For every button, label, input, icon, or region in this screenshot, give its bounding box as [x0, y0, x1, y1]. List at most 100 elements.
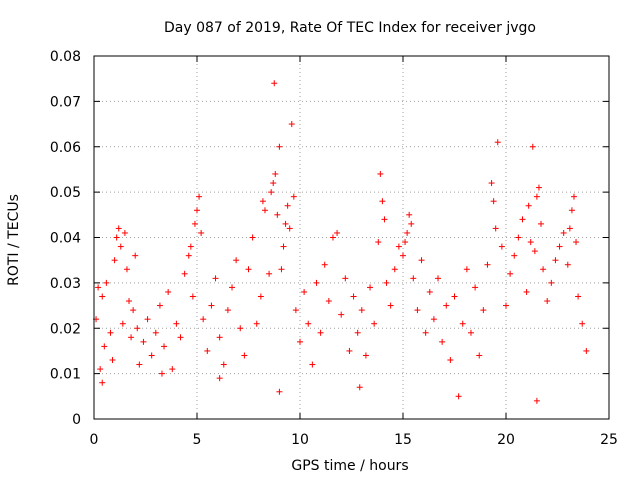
data-point: [111, 257, 118, 264]
data-point: [220, 361, 227, 368]
data-point: [204, 347, 211, 354]
data-point: [276, 143, 283, 150]
data-point: [103, 279, 110, 286]
data-point: [523, 288, 530, 295]
y-axis-title: ROTI / TECUs: [6, 194, 22, 286]
data-point: [284, 202, 291, 209]
data-point: [301, 288, 308, 295]
y-tick-label: 0.04: [50, 231, 81, 247]
data-point: [152, 329, 159, 336]
data-point: [383, 279, 390, 286]
data-point: [121, 229, 128, 236]
data-point: [414, 307, 421, 314]
data-point: [404, 229, 411, 236]
data-point: [575, 293, 582, 300]
plot-frame: [93, 55, 610, 420]
data-point: [292, 307, 299, 314]
y-tick-label: 0.05: [50, 185, 81, 201]
data-point: [132, 252, 139, 259]
x-tick-label: 25: [600, 432, 618, 448]
data-point: [525, 202, 532, 209]
data-point: [130, 307, 137, 314]
data-point: [278, 266, 285, 273]
data-point: [410, 275, 417, 282]
data-point: [229, 284, 236, 291]
data-point: [556, 243, 563, 250]
data-point: [531, 248, 538, 255]
data-point: [271, 80, 278, 87]
data-point: [533, 397, 540, 404]
x-tick-label: 0: [90, 432, 99, 448]
data-point: [391, 266, 398, 273]
data-point: [548, 279, 555, 286]
data-point: [400, 252, 406, 259]
data-point: [189, 293, 196, 300]
grid-lines: [94, 56, 609, 419]
data-point: [280, 243, 287, 250]
data-point: [115, 225, 122, 232]
data-point: [443, 302, 450, 309]
data-point: [128, 334, 135, 341]
data-point: [286, 225, 293, 232]
data-point: [346, 347, 353, 354]
data-point: [169, 366, 176, 373]
data-point: [488, 180, 495, 187]
data-point: [402, 239, 409, 246]
data-point: [276, 388, 283, 395]
y-tick-label: 0.03: [50, 276, 81, 292]
data-point: [350, 293, 357, 300]
data-point: [117, 243, 124, 250]
data-point: [490, 198, 497, 205]
data-point: [187, 243, 194, 250]
x-axis-title: GPS time / hours: [291, 458, 408, 474]
data-point: [233, 257, 240, 264]
data-point: [156, 302, 163, 309]
data-point: [484, 261, 491, 268]
data-point: [455, 393, 462, 400]
data-point: [290, 193, 297, 200]
data-point: [367, 284, 374, 291]
data-point: [113, 234, 120, 241]
data-point: [387, 302, 394, 309]
data-point: [208, 302, 215, 309]
data-point: [282, 220, 289, 227]
data-point: [241, 352, 248, 359]
data-point: [161, 343, 168, 350]
data-point: [257, 293, 264, 300]
data-point: [356, 384, 363, 391]
data-point: [422, 329, 429, 336]
data-point: [492, 225, 499, 232]
data-point: [329, 234, 336, 241]
data-point: [97, 366, 104, 373]
data-point: [451, 293, 458, 300]
data-point: [317, 329, 324, 336]
data-point: [379, 198, 386, 205]
data-point: [95, 284, 102, 291]
data-point: [216, 375, 223, 382]
data-point: [564, 261, 571, 268]
data-point: [325, 298, 332, 305]
y-tick-label: 0.01: [50, 367, 81, 383]
data-point: [395, 243, 402, 250]
data-point: [529, 143, 536, 150]
chart-title: Day 087 of 2019, Rate Of TEC Index for r…: [164, 20, 536, 36]
data-point: [249, 234, 256, 241]
data-point: [552, 257, 559, 264]
data-point: [527, 239, 534, 246]
data-point: [173, 320, 180, 327]
x-tick-label: 10: [291, 432, 309, 448]
data-point: [498, 243, 505, 250]
axis-ticks: [93, 55, 610, 420]
x-tick-label: 5: [193, 432, 202, 448]
data-points: [93, 80, 590, 404]
y-tick-label: 0: [72, 412, 81, 428]
data-point: [447, 357, 454, 364]
data-point: [338, 311, 345, 318]
data-point: [573, 239, 580, 246]
data-point: [288, 121, 295, 128]
data-point: [362, 352, 369, 359]
data-point: [406, 211, 413, 218]
data-point: [430, 316, 437, 323]
data-point: [511, 252, 518, 259]
data-point: [566, 225, 573, 232]
